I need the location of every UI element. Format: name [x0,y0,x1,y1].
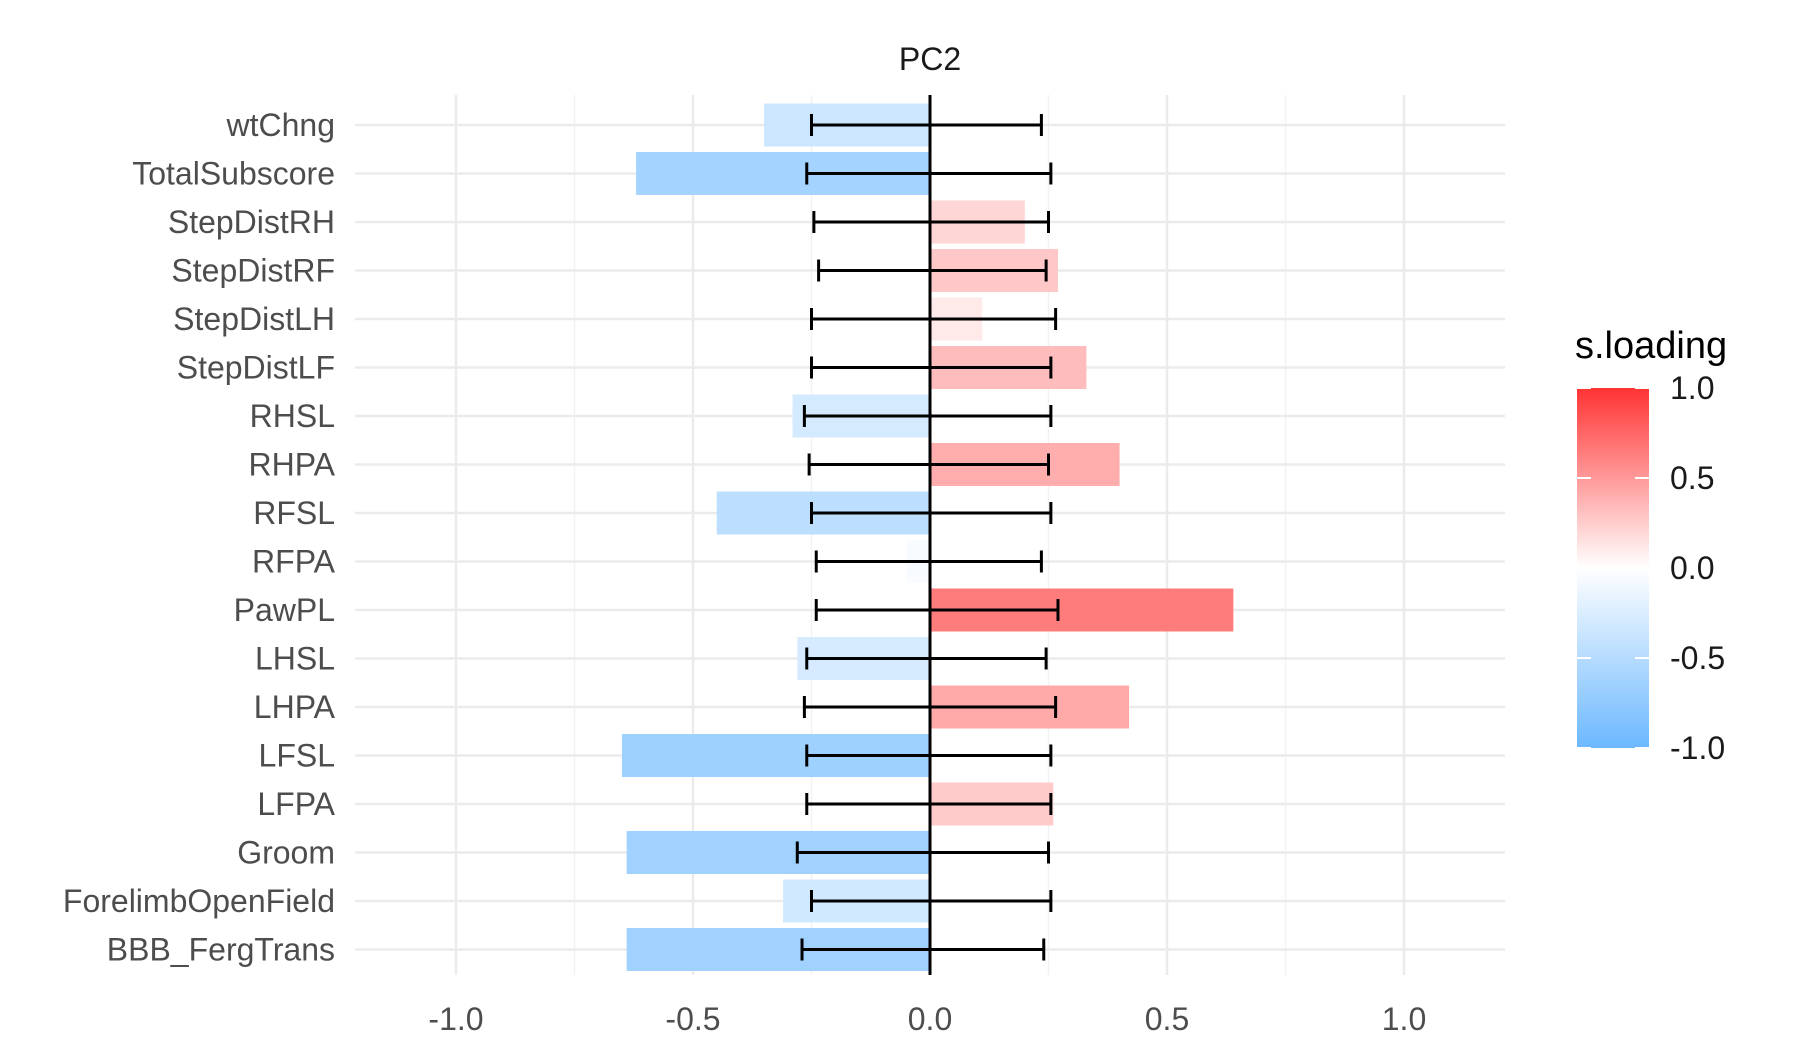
error-bar-PawPL [814,599,1060,621]
category-label: StepDistLH [173,301,335,337]
category-label: LHSL [255,641,335,677]
error-bar-StepDistRF [817,259,1048,282]
x-tick-label: 0.0 [908,1001,952,1037]
error-bar-StepDistRH [812,211,1050,233]
legend-tick-label: 1.0 [1670,370,1714,406]
error-bar-LFSL [805,744,1053,767]
panel-title: PC2 [899,41,961,77]
error-bar-RFSL [810,502,1053,524]
category-label: ForelimbOpenField [63,883,335,919]
error-bar-Groom [795,841,1050,864]
legend-tick-label: -1.0 [1670,730,1725,766]
error-bar-RHPA [807,453,1050,476]
category-labels: wtChng TotalSubscore StepDistRH StepDistRF S… [63,107,336,968]
error-bar-RFPA [814,550,1043,573]
category-label: RHSL [250,398,335,434]
error-bar-LHSL [805,647,1048,670]
error-bars [795,114,1060,961]
error-bar-BBB_FergTrans [800,938,1046,961]
category-label: RFSL [253,495,335,531]
category-label: Groom [237,835,335,871]
bars [621,103,1234,971]
legend-tick-label: 0.0 [1670,550,1714,586]
category-label: StepDistLF [177,350,335,386]
category-label: TotalSubscore [132,156,335,192]
legend-title: s.loading [1575,325,1727,367]
error-bar-ForelimbOpenField [810,890,1053,912]
x-tick-label: -1.0 [428,1001,483,1037]
error-bar-StepDistLF [810,356,1053,379]
legend-ticks: 1.0 0.5 0.0 -0.5 -1.0 [1577,370,1725,766]
category-label: LFPA [257,786,335,822]
x-tick-label: 0.5 [1145,1001,1189,1037]
x-axis-ticks: -1.0 -0.5 0.0 0.5 1.0 [428,1001,1426,1037]
error-bar-RHSL [802,405,1053,427]
category-label: BBB_FergTrans [107,932,335,968]
category-label: PawPL [234,592,335,628]
error-bar-StepDistLH [810,308,1058,330]
error-bar-LFPA [805,793,1053,815]
error-bar-wtChng [810,114,1043,136]
category-label: RFPA [252,544,336,580]
legend-tick-label: -0.5 [1670,640,1725,676]
category-label: RHPA [248,447,335,483]
legend-tick-label: 0.5 [1670,460,1714,496]
x-tick-label: -0.5 [665,1001,720,1037]
legend: s.loading 1.0 0.5 0.0 -0.5 -1.0 [1575,325,1727,766]
x-tick-label: 1.0 [1382,1001,1426,1037]
error-bar-LHPA [802,696,1058,718]
category-label: StepDistRH [168,204,335,240]
category-label: StepDistRF [171,253,335,289]
error-bar-TotalSubscore [805,162,1053,185]
category-label: wtChng [226,107,336,143]
category-label: LFSL [259,738,335,774]
category-label: LHPA [254,689,336,725]
